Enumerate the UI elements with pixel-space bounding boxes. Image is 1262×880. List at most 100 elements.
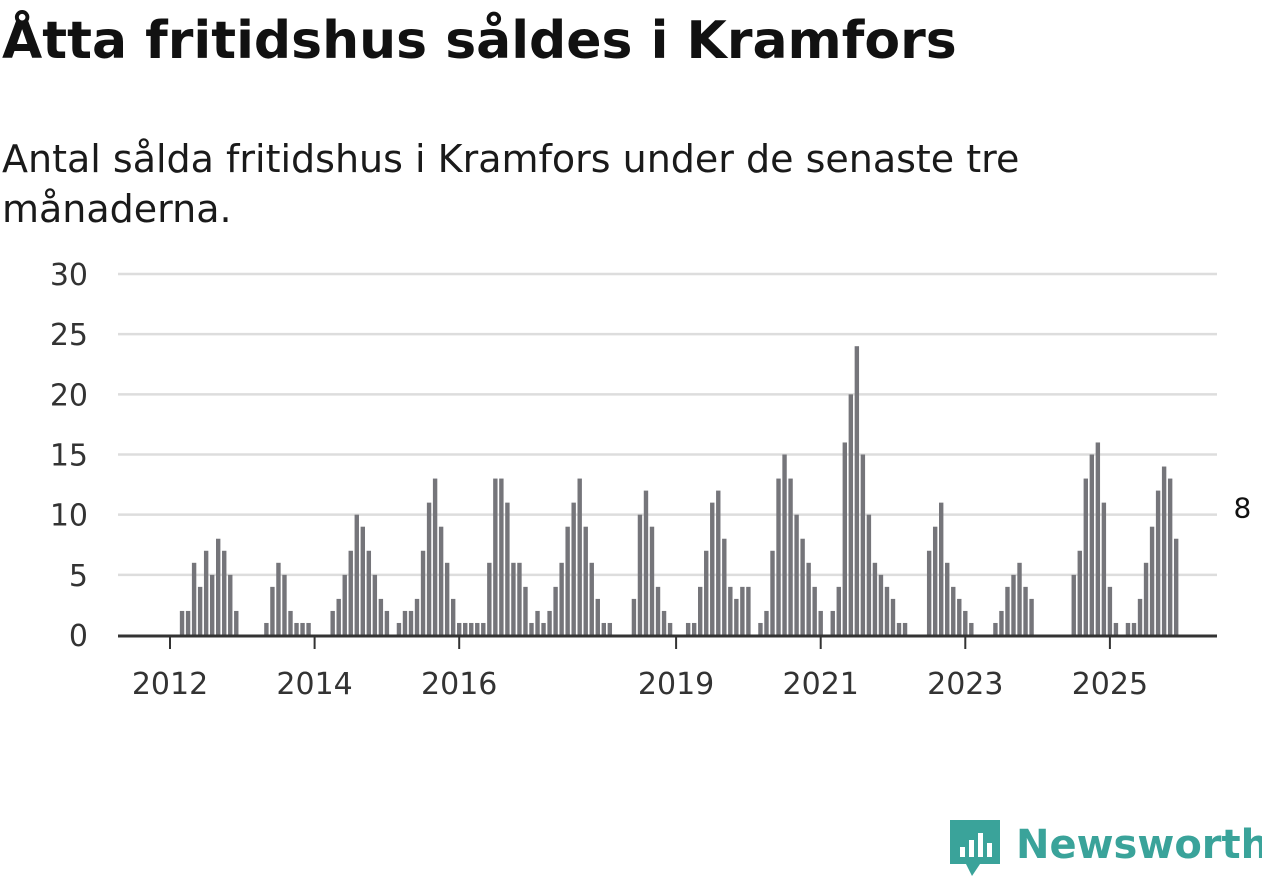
y-tick-label: 30 [50,258,88,293]
bar [1083,478,1088,635]
bar [830,610,835,635]
bar [836,586,841,635]
bar [884,586,890,635]
bar [631,598,637,635]
bar [444,562,450,635]
bar [866,514,872,635]
gridlines [118,272,1217,577]
bar [583,526,588,635]
bar [1161,466,1167,635]
bar [577,478,582,635]
bar [541,622,546,635]
bar [1155,490,1161,635]
bar [963,610,968,635]
y-tick-label: 15 [50,439,88,474]
bar [1005,586,1010,635]
bar [999,610,1004,635]
bar [1077,550,1082,635]
bar [457,622,462,635]
bar [378,598,384,635]
y-tick-label: 20 [50,378,88,413]
bar [848,394,854,635]
bar [384,610,390,635]
bar [1131,622,1137,635]
bar [1023,586,1028,635]
bar [191,562,197,635]
bar [402,610,408,635]
bar [601,622,606,635]
bar [704,550,709,635]
newsworthy-logo: Newsworthy [950,818,1262,878]
bar [728,586,733,635]
bar [372,574,378,635]
bar [1113,622,1119,635]
bar [649,526,655,635]
x-tick-label: 2016 [421,667,497,702]
x-axis-ticks: 2012 2014 2016 2019 2021 2023 2025 [132,637,1148,702]
bar [529,622,534,635]
bar [758,622,763,635]
bar [396,622,402,635]
bar [734,598,739,635]
x-tick-label: 2023 [927,667,1003,702]
bar [426,502,432,635]
bar [216,538,221,635]
bar [782,454,787,635]
bar [1029,598,1034,635]
bar [234,610,239,635]
bar [1101,502,1107,635]
bar [1011,574,1016,635]
bar [414,598,420,635]
bar [860,454,866,635]
bar [179,610,185,635]
bar [1125,622,1131,635]
bar [818,610,823,635]
bar [932,526,938,635]
bar [288,610,293,635]
bar [710,502,715,635]
newsworthy-logo-icon [950,820,1000,876]
data-label-bg [1225,490,1260,525]
bar [420,550,426,635]
bar [571,502,576,635]
x-tick-label: 2025 [1072,667,1148,702]
bar [878,574,884,635]
bars [179,346,1179,635]
bar [595,598,600,635]
bar [366,550,372,635]
bar [1143,562,1149,635]
bar [902,622,908,635]
bar [354,514,359,635]
bar [872,562,878,635]
bar [432,478,438,635]
bar [475,622,480,635]
bar [300,622,305,635]
bar [348,550,353,635]
bar [806,562,811,635]
bar [565,526,570,635]
bar [939,502,944,635]
bar [643,490,649,635]
bar [203,550,209,635]
bar [330,610,335,635]
bar [511,562,516,635]
bar [776,478,781,635]
bar [951,586,956,635]
bar [685,622,691,635]
bar [270,586,275,635]
bar [197,586,203,635]
bar [438,526,444,635]
y-tick-label: 10 [50,499,88,534]
bar [535,610,540,635]
bar [926,550,932,635]
y-axis-ticks: 0 5 10 15 20 25 30 [50,258,88,654]
bar [282,574,287,635]
bar [185,610,191,635]
bar [667,622,673,635]
data-label: 8 [1234,492,1252,525]
bar [993,622,998,635]
bar [360,526,365,635]
bar [945,562,950,635]
bar [517,562,522,635]
bar [505,502,510,635]
